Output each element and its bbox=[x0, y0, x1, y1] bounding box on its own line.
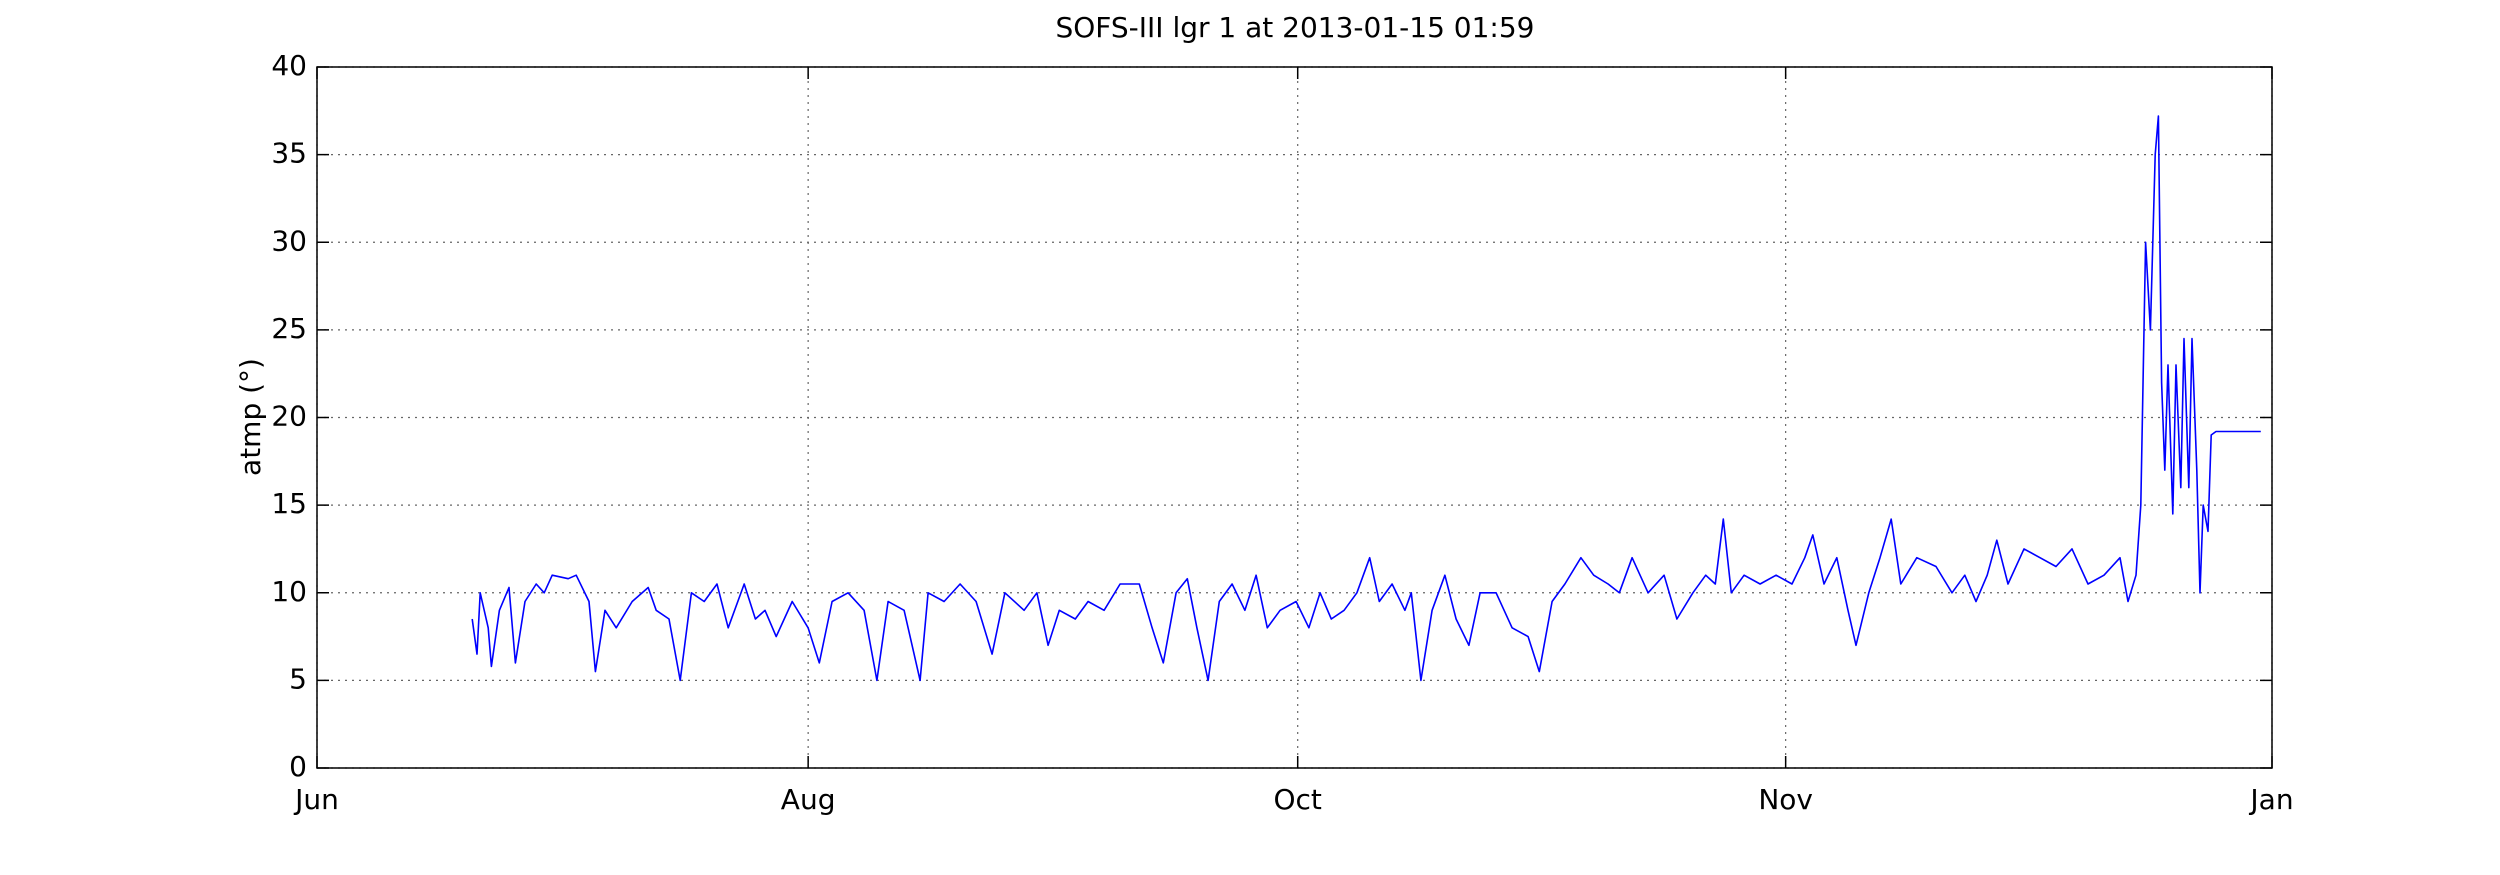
x-tick-label: Oct bbox=[1273, 783, 1321, 816]
y-tick-label: 20 bbox=[271, 400, 307, 433]
y-tick-label: 15 bbox=[271, 487, 307, 520]
x-tick-label: Jan bbox=[2248, 783, 2293, 816]
y-tick-label: 10 bbox=[271, 575, 307, 608]
y-tick-label: 0 bbox=[289, 750, 307, 783]
x-tick-label: Jun bbox=[293, 783, 339, 816]
y-tick-label: 30 bbox=[271, 224, 307, 257]
plot-frame bbox=[316, 66, 2273, 769]
y-axis-label: atmp (°) bbox=[234, 358, 267, 476]
y-tick-label: 35 bbox=[271, 137, 307, 170]
y-tick-label: 5 bbox=[289, 662, 307, 695]
x-tick-label: Aug bbox=[781, 783, 836, 816]
y-tick-label: 25 bbox=[271, 312, 307, 345]
y-tick-label: 40 bbox=[271, 49, 307, 82]
x-tick-label: Nov bbox=[1758, 783, 1813, 816]
chart-title: SOFS-III lgr 1 at 2013-01-15 01:59 bbox=[1055, 11, 1534, 44]
data-line bbox=[471, 115, 2261, 682]
